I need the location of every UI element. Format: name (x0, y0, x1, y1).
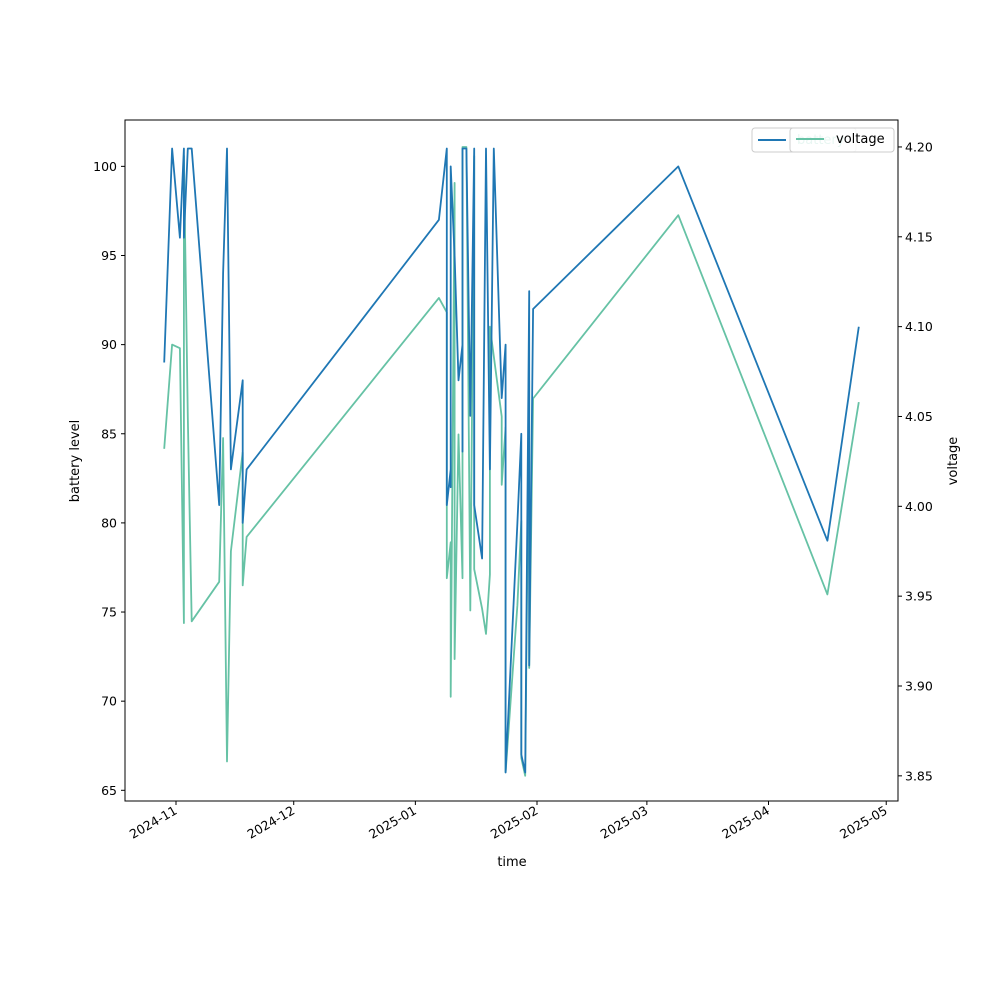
y-axis-label: battery level (68, 420, 83, 503)
y2-tick-label: 4.10 (905, 319, 933, 334)
legend-voltage-label: voltage (836, 132, 885, 147)
y2-axis-label: voltage (946, 437, 961, 486)
y2-tick-label: 3.95 (905, 589, 933, 604)
y-tick-label: 90 (101, 337, 117, 352)
y2-tick-label: 4.00 (905, 499, 933, 514)
y-tick-label: 85 (101, 426, 117, 441)
series-line-battery (163, 147, 860, 774)
y-tick-label: 70 (101, 694, 117, 709)
y-tick-label: 100 (93, 159, 117, 174)
legend-voltage-frame (789, 127, 895, 153)
axes-frame (124, 119, 899, 802)
y2-tick-label: 3.90 (905, 679, 933, 694)
legend-voltage: voltage (789, 127, 895, 153)
y-tick-label: 80 (101, 515, 117, 530)
y-tick-label: 65 (101, 783, 117, 798)
y2-tick-label: 4.15 (905, 229, 933, 244)
y2-tick-label: 4.20 (905, 139, 933, 154)
y-tick-label: 95 (101, 248, 117, 263)
y2-tick-label: 3.85 (905, 768, 933, 783)
y-tick-label: 75 (101, 605, 117, 620)
y2-tick-label: 4.05 (905, 409, 933, 424)
plot-area (163, 146, 860, 777)
x-axis-label: time (497, 855, 526, 870)
